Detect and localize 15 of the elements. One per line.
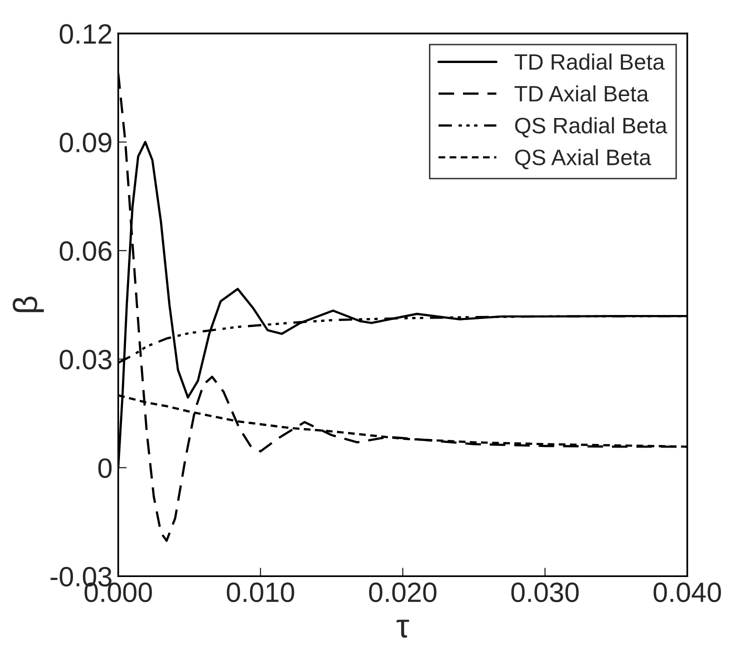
legend-label: TD Radial Beta: [514, 54, 665, 70]
x-tick-label: 0.030: [511, 582, 579, 602]
legend-label: TD Axial Beta: [514, 85, 649, 102]
y-axis-title: β: [12, 296, 44, 312]
y-tick-label: 0.06: [60, 241, 112, 261]
y-tick-label: 0.12: [60, 24, 112, 44]
x-tick-label: 0.040: [654, 582, 721, 602]
x-tick-label: 0.020: [369, 582, 436, 602]
y-tick-label: 0: [98, 458, 112, 478]
legend-label: QS Axial Beta: [515, 148, 652, 170]
y-tick-label: 0.09: [60, 132, 112, 152]
x-tick-label: 0.010: [226, 582, 294, 602]
x-axis-title: τ: [396, 620, 410, 638]
legend-label: QS Radial Beta: [515, 117, 668, 138]
y-tick-label: 0.03: [60, 350, 112, 370]
